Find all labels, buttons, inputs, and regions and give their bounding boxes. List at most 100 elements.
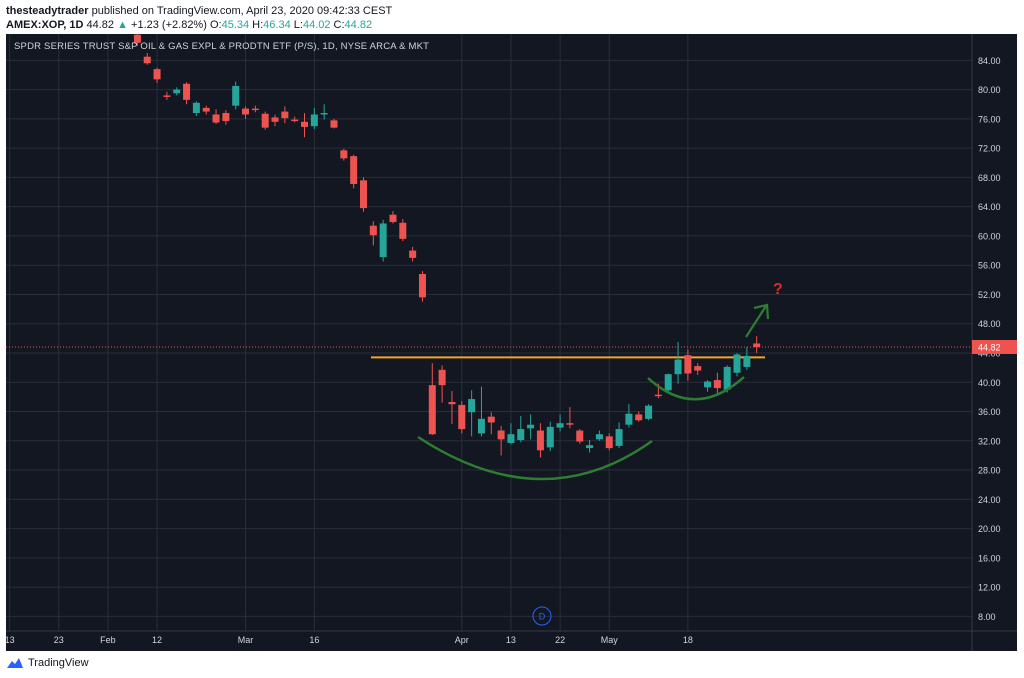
candle-body (458, 404, 466, 430)
candle-body (350, 156, 358, 184)
candle[interactable] (605, 433, 613, 451)
candle[interactable] (458, 401, 466, 434)
candle[interactable] (517, 415, 525, 443)
d-marker-circle[interactable] (532, 606, 552, 626)
candle-body (389, 214, 397, 223)
candle[interactable] (143, 53, 151, 65)
candle[interactable] (399, 219, 407, 242)
price-tick-label: 64.00 (978, 202, 1001, 212)
candle[interactable] (753, 336, 761, 353)
candle-body (379, 223, 387, 258)
candle[interactable] (369, 221, 377, 246)
candle[interactable] (615, 422, 623, 449)
candle-body (468, 399, 476, 413)
candle[interactable] (468, 390, 476, 437)
time-tick-label: 23 (54, 635, 64, 645)
candle-body (635, 414, 643, 421)
candle-body (654, 394, 662, 397)
candle[interactable] (566, 407, 574, 429)
candle[interactable] (389, 211, 397, 224)
candle[interactable] (222, 110, 230, 125)
candle[interactable] (320, 104, 328, 120)
candle[interactable] (507, 423, 515, 445)
candle-body (694, 366, 702, 371)
candle[interactable] (477, 386, 485, 437)
candle[interactable] (232, 81, 240, 110)
publish-line: thesteadytrader published on TradingView… (6, 4, 1016, 18)
candle[interactable] (330, 118, 338, 129)
candle[interactable] (133, 34, 141, 46)
candle-body (192, 102, 200, 114)
candle[interactable] (359, 177, 367, 212)
candle[interactable] (202, 105, 210, 115)
candle-body (595, 434, 603, 440)
candle[interactable] (674, 342, 682, 384)
candle[interactable] (497, 426, 505, 456)
current-price-badge (972, 339, 1017, 354)
tradingview-footer[interactable]: TradingView (6, 653, 89, 673)
candle[interactable] (586, 440, 594, 453)
rounding-bottom-arc (417, 435, 653, 481)
author-name[interactable]: thesteadytrader (6, 5, 89, 17)
candle[interactable] (723, 365, 731, 393)
candle[interactable] (733, 352, 741, 377)
candle[interactable] (448, 391, 456, 424)
candle[interactable] (684, 349, 692, 381)
candle[interactable] (645, 404, 653, 421)
candle[interactable] (192, 101, 200, 116)
candlestick-chart[interactable]: ? D 84.00 80.00 76.00 72.00 68.00 64.00 60.00 5… (6, 34, 1017, 651)
candle-body (546, 426, 554, 448)
candle-body (684, 355, 692, 374)
candle[interactable] (153, 67, 161, 84)
candle[interactable] (635, 411, 643, 422)
candle-body (271, 117, 279, 122)
candle[interactable] (487, 412, 495, 435)
candle[interactable] (173, 87, 181, 96)
change-value: +1.23 (+2.82%) (131, 19, 207, 31)
candle-body (487, 416, 495, 423)
candle[interactable] (261, 111, 269, 130)
time-tick-label: Mar (238, 635, 254, 645)
candle[interactable] (163, 91, 171, 100)
chart-panel[interactable]: ? D 84.00 80.00 76.00 72.00 68.00 64.00 60.00 5… (6, 34, 1017, 651)
candle[interactable] (310, 107, 318, 130)
candle[interactable] (291, 116, 299, 123)
candle[interactable] (625, 404, 633, 428)
candle[interactable] (183, 82, 191, 105)
candle[interactable] (438, 365, 446, 403)
candle[interactable] (694, 363, 702, 375)
candle[interactable] (350, 154, 358, 189)
candle[interactable] (281, 106, 289, 124)
candle[interactable] (212, 109, 220, 124)
candle[interactable] (664, 373, 672, 392)
candle[interactable] (242, 106, 250, 119)
candle[interactable] (409, 246, 417, 262)
candle[interactable] (301, 113, 309, 138)
candle[interactable] (713, 372, 721, 394)
candle[interactable] (556, 414, 564, 432)
price-tick-label: 16.00 (978, 553, 1001, 563)
candle[interactable] (704, 380, 712, 392)
candle[interactable] (527, 414, 535, 440)
candle[interactable] (428, 363, 436, 435)
candle[interactable] (271, 114, 279, 127)
price-axis[interactable]: 84.00 80.00 76.00 72.00 68.00 64.00 60.00 56.00… (971, 34, 1017, 651)
time-tick-label: 22 (555, 635, 565, 645)
candle-body (723, 366, 731, 390)
candle[interactable] (743, 347, 751, 370)
candle[interactable] (546, 421, 554, 452)
candle[interactable] (379, 219, 387, 262)
candle[interactable] (595, 430, 603, 441)
candle[interactable] (576, 429, 584, 444)
candle[interactable] (536, 423, 544, 458)
open-label: O: (209, 19, 222, 31)
candle[interactable] (251, 105, 259, 113)
candle-body (183, 83, 191, 100)
time-axis[interactable]: 20201323Feb12Mar16Apr1322May18 (6, 630, 1017, 645)
time-tick-label: 16 (309, 635, 319, 645)
candle[interactable] (418, 271, 426, 302)
candle-body (261, 113, 269, 128)
candle-body (733, 354, 741, 373)
candle[interactable] (340, 148, 348, 161)
d-marker[interactable]: D (539, 612, 546, 622)
